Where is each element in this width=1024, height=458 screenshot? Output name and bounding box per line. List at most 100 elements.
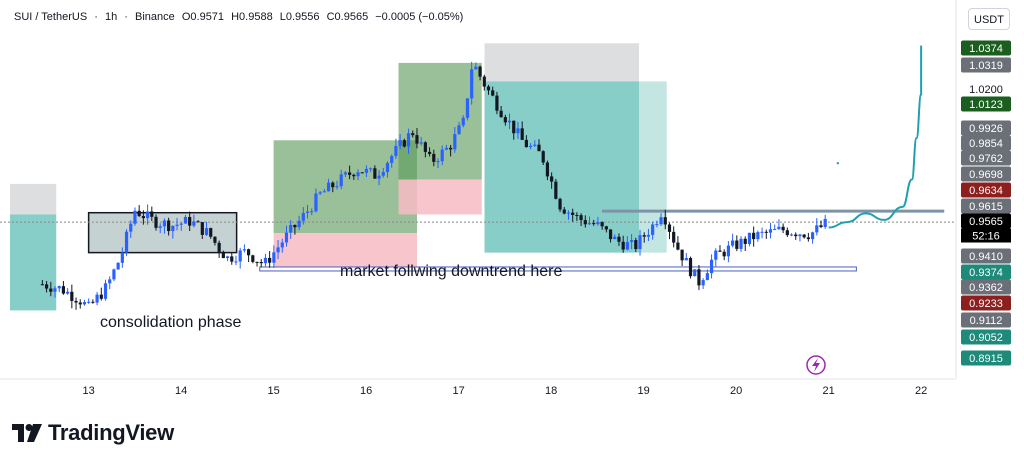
candle-body [794, 234, 798, 237]
candle-body [280, 242, 284, 248]
candle-body [583, 220, 587, 225]
candle-body [188, 216, 192, 226]
price-label-text: 0.9926 [969, 123, 1003, 135]
candle-body [356, 172, 360, 177]
candle-body [802, 234, 806, 238]
candle-body [154, 216, 158, 228]
candle-body [297, 220, 301, 228]
candle-body [179, 223, 183, 225]
zone-teal [484, 81, 639, 253]
candle-body [693, 269, 697, 277]
price-label: 0.9362 [961, 279, 1011, 295]
price-label: 0.9374 [961, 264, 1011, 280]
downtrend-annotation: market follwing downtrend here [340, 263, 562, 280]
candle-body [263, 257, 268, 264]
price-label-text: 0.9698 [969, 169, 1003, 181]
candle-body [301, 213, 305, 221]
candle-body [655, 224, 659, 226]
candle-body [499, 110, 503, 118]
price-label-text: 0.9634 [969, 185, 1003, 197]
candle-body [709, 259, 714, 274]
candle-body [587, 223, 592, 225]
candle-body [491, 90, 495, 96]
zone-teal [10, 214, 57, 311]
candle-body [579, 215, 583, 221]
tradingview-logo-icon [12, 424, 42, 442]
candle-body [659, 217, 663, 225]
support-line[interactable] [259, 266, 857, 272]
candle-body [642, 235, 646, 237]
candle-body [785, 230, 789, 236]
time-tick-label: 14 [175, 385, 187, 397]
candle-body [331, 182, 335, 188]
price-label-text: 0.8915 [969, 353, 1003, 365]
candle-body [461, 117, 465, 126]
candle-body [402, 140, 406, 147]
candle-body [726, 245, 731, 257]
price-label-text: 0.9052 [969, 332, 1003, 344]
candle-body [810, 232, 815, 240]
candle-body [44, 284, 49, 289]
candle-body [133, 210, 137, 224]
candle-body [789, 234, 794, 236]
candle-body [819, 225, 823, 228]
candle-body [457, 125, 461, 135]
forecast-dot [836, 162, 840, 165]
candle-body [562, 209, 566, 214]
candle-body [49, 288, 53, 292]
price-label: 0.9052 [961, 329, 1011, 345]
candle-body [259, 261, 263, 264]
candle-body [815, 225, 819, 233]
price-label: 1.0200 [969, 84, 1003, 96]
candle-body [225, 256, 230, 259]
symbol-header: SUI / TetherUS · 1h · Binance O0.9571 H0… [14, 11, 467, 23]
candle-body [545, 162, 550, 177]
candle-body [221, 251, 225, 259]
candle-body [432, 153, 436, 162]
symbol-name[interactable]: SUI / TetherUS [14, 11, 88, 23]
candle-body [335, 186, 339, 188]
candle-body [482, 76, 486, 87]
zone-green [273, 140, 417, 233]
candle-body [781, 226, 785, 231]
price-label-text: 0.9362 [969, 282, 1003, 294]
candle-body [66, 291, 70, 294]
candle-body [731, 240, 735, 246]
price-label: 0.9762 [961, 150, 1011, 166]
candle-body [613, 236, 617, 240]
price-label-text: 0.9565 [969, 216, 1003, 228]
candle-body [773, 229, 777, 231]
candle-body [592, 223, 596, 225]
candle-body [768, 229, 773, 233]
candle-body [608, 229, 613, 240]
ohlc-change: −0.0005 (−0.05%) [375, 11, 464, 23]
candle-body [276, 247, 280, 253]
candle-body [672, 231, 676, 243]
zone-red [273, 232, 417, 271]
price-label: 0.9698 [961, 166, 1011, 182]
candle-body [474, 66, 478, 70]
candle-body [217, 242, 221, 252]
candle-body [705, 273, 709, 281]
candle-body [541, 151, 545, 163]
candle-body [289, 224, 293, 233]
candle-body [103, 283, 108, 299]
candle-body [234, 261, 238, 263]
candle-body [777, 226, 781, 230]
candle-body [255, 261, 259, 263]
ohlc-high: H0.9588 [231, 11, 273, 23]
flash-icon[interactable] [806, 355, 826, 375]
candle-body [57, 286, 61, 289]
candle-body [310, 211, 314, 213]
candle-body [495, 95, 499, 111]
candle-body [40, 284, 44, 286]
candle-body [272, 252, 276, 263]
candle-body [550, 176, 554, 182]
candle-body [747, 232, 752, 244]
candle-body [621, 241, 625, 250]
candle-body [604, 226, 608, 230]
interval[interactable]: 1h [104, 11, 118, 23]
price-label-text: 0.9854 [969, 138, 1003, 150]
currency-button[interactable]: USDT [968, 8, 1010, 30]
